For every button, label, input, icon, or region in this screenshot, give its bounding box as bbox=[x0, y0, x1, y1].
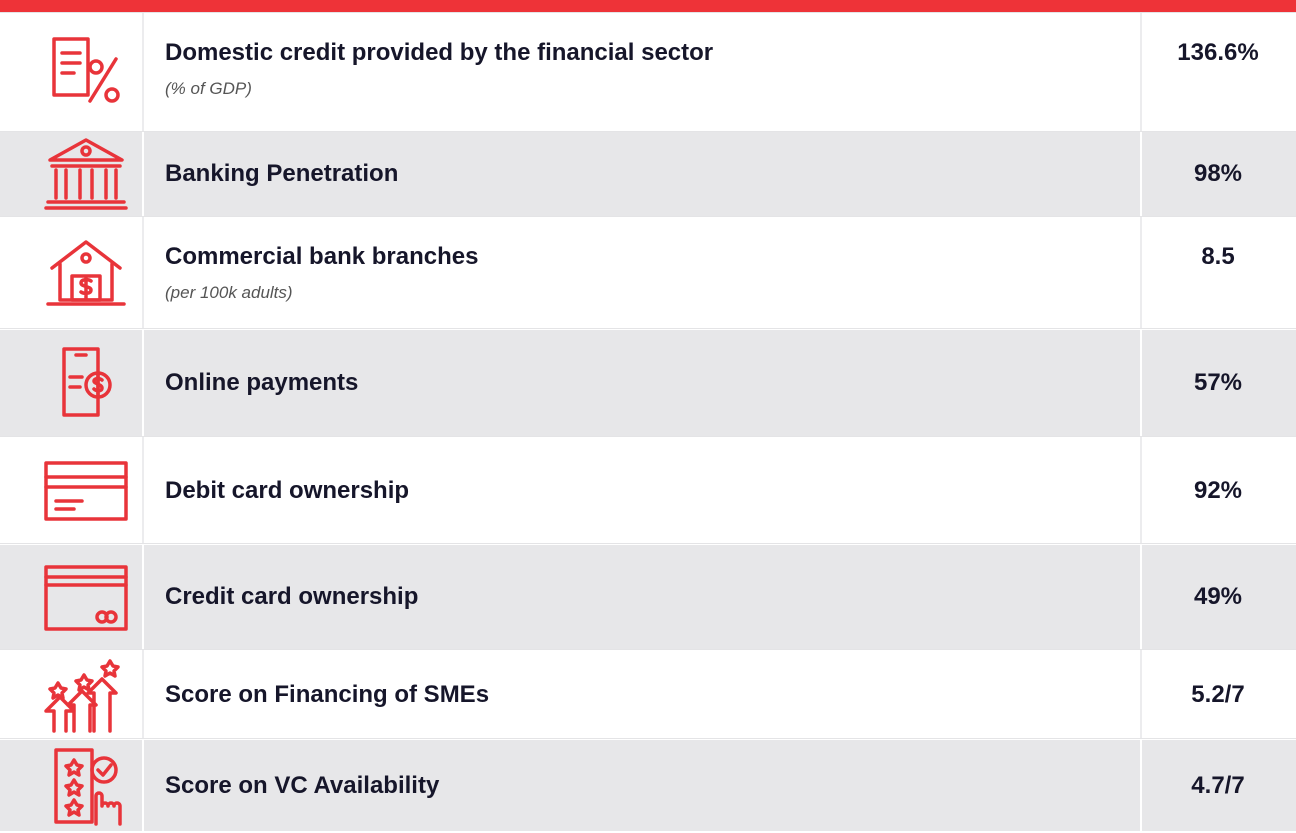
row-icon bbox=[40, 232, 132, 316]
icon-graphic bbox=[44, 659, 120, 733]
row-label: Commercial bank branches bbox=[165, 243, 479, 270]
row-icon bbox=[40, 31, 132, 115]
row-icon bbox=[40, 449, 132, 533]
table-row: Commercial bank branches (per 100k adults… bbox=[0, 216, 1296, 329]
column-divider bbox=[142, 217, 144, 328]
icon-graphic bbox=[62, 347, 112, 417]
table-row: Credit card ownership 49% bbox=[0, 545, 1296, 649]
column-divider bbox=[1140, 740, 1142, 831]
row-note: (per 100k adults) bbox=[165, 283, 293, 302]
row-note: (% of GDP) bbox=[165, 79, 252, 98]
icon-graphic bbox=[52, 37, 120, 103]
row-value: 57% bbox=[1193, 369, 1243, 396]
table-row: Domestic credit provided by the financia… bbox=[0, 12, 1296, 132]
row-icon bbox=[40, 555, 132, 639]
column-divider bbox=[142, 132, 144, 216]
column-divider bbox=[1140, 13, 1142, 131]
column-divider bbox=[142, 740, 144, 831]
row-value: 5.2/7 bbox=[1191, 681, 1245, 708]
table-row: Banking Penetration 98% bbox=[0, 132, 1296, 216]
row-label: Banking Penetration bbox=[165, 160, 399, 187]
icon-graphic bbox=[44, 138, 128, 210]
column-divider bbox=[142, 545, 144, 649]
column-divider bbox=[142, 650, 144, 738]
row-icon bbox=[40, 341, 132, 425]
row-label: Domestic credit provided by the financia… bbox=[165, 39, 714, 66]
row-label: Online payments bbox=[165, 369, 359, 396]
column-divider bbox=[142, 437, 144, 543]
row-value: 92% bbox=[1193, 477, 1243, 504]
row-label: Debit card ownership bbox=[165, 477, 410, 504]
row-value: 49% bbox=[1193, 583, 1243, 610]
icon-graphic bbox=[44, 565, 128, 631]
row-label: Score on Financing of SMEs bbox=[165, 681, 490, 708]
table-row: Debit card ownership 92% bbox=[0, 436, 1296, 544]
table-row: Online payments 57% bbox=[0, 330, 1296, 436]
row-icon bbox=[40, 744, 132, 828]
column-divider bbox=[1140, 217, 1142, 328]
icon-graphic bbox=[46, 239, 126, 306]
icon-graphic bbox=[44, 461, 128, 521]
table-row: Score on VC Availability 4.7/7 bbox=[0, 740, 1296, 831]
row-icon bbox=[40, 653, 132, 737]
top-bar bbox=[0, 0, 1296, 12]
icon-graphic bbox=[54, 747, 122, 826]
column-divider bbox=[1140, 132, 1142, 216]
row-value: 98% bbox=[1193, 160, 1243, 187]
row-icon bbox=[40, 132, 132, 216]
column-divider bbox=[142, 330, 144, 436]
column-divider bbox=[142, 13, 144, 131]
row-value: 4.7/7 bbox=[1191, 771, 1245, 799]
column-divider bbox=[1140, 650, 1142, 738]
row-label: Score on VC Availability bbox=[165, 771, 440, 799]
row-value: 136.6% bbox=[1177, 39, 1259, 66]
table-row: Score on Financing of SMEs 5.2/7 bbox=[0, 649, 1296, 739]
column-divider bbox=[1140, 437, 1142, 543]
row-label: Credit card ownership bbox=[165, 583, 419, 610]
column-divider bbox=[1140, 545, 1142, 649]
row-value: 8.5 bbox=[1201, 243, 1235, 270]
column-divider bbox=[1140, 330, 1142, 436]
